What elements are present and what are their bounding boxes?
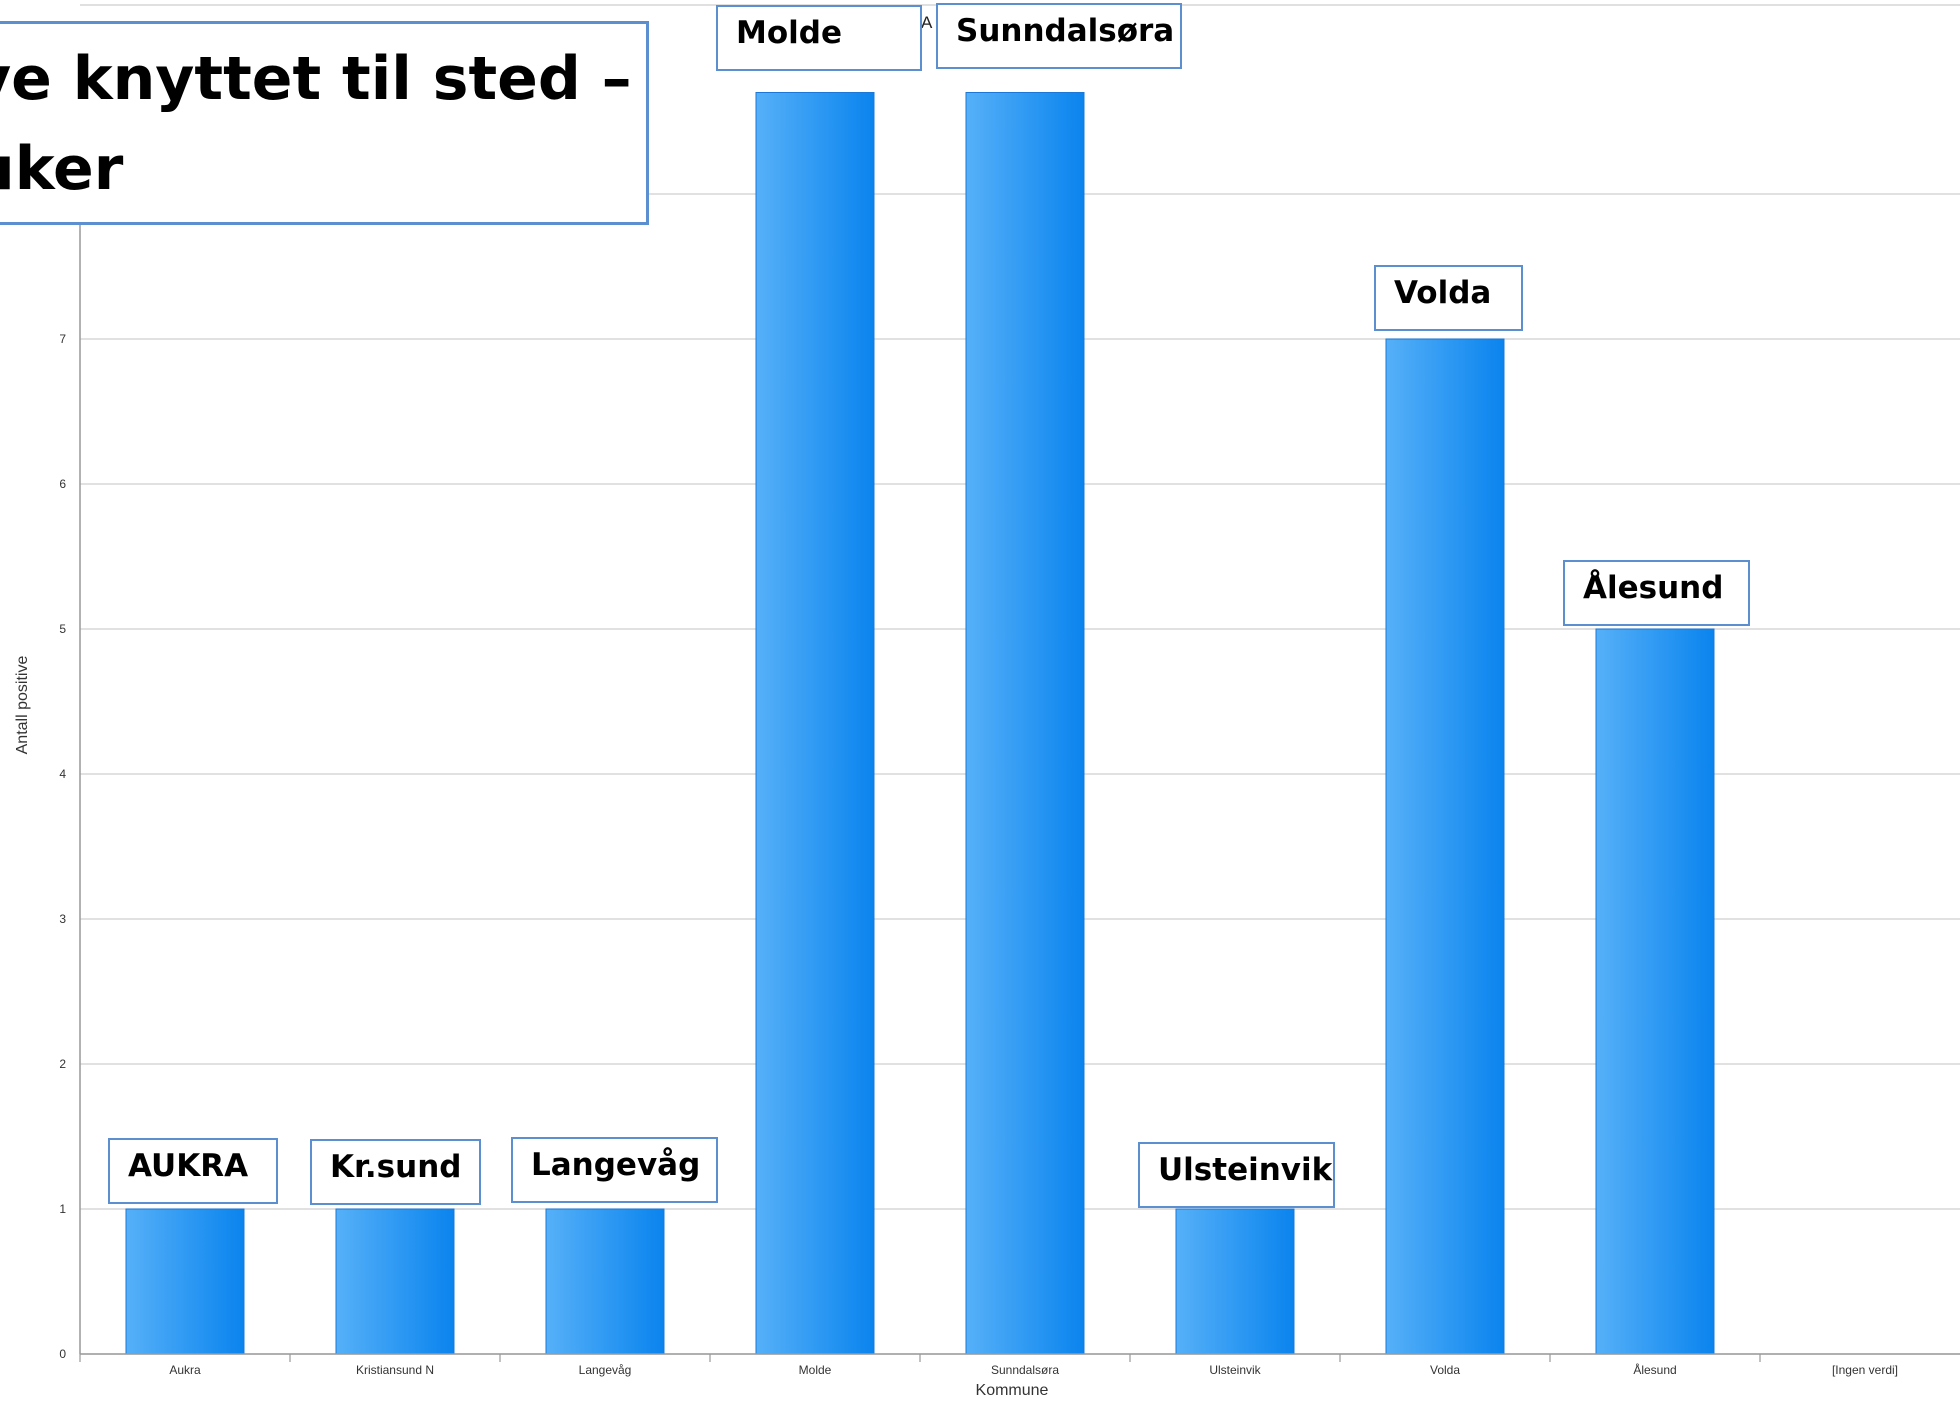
y-tick-label: 0: [59, 1347, 66, 1361]
y-tick-label: 4: [59, 767, 66, 781]
y-tick-label: 1: [59, 1202, 66, 1216]
y-tick-label: 5: [59, 622, 66, 636]
chart-title-fragment: A: [921, 13, 933, 32]
heading-line-1: ve knyttet til sted –: [0, 44, 632, 114]
bar: [335, 1208, 455, 1355]
bar: [1385, 338, 1505, 1355]
bar: [125, 1208, 245, 1355]
y-tick-label: 3: [59, 912, 66, 926]
y-tick-label: 7: [59, 332, 66, 346]
y-tick-labels: 0 1 2 3 4 5 6 7: [59, 332, 66, 1361]
callout-langevag: Langevåg: [511, 1137, 718, 1203]
y-axis-label: Antall positive: [14, 656, 31, 755]
slide-heading: ve knyttet til sted – uker: [0, 21, 649, 225]
x-tick-labels: Aukra Kristiansund N Langevåg Molde Sunndals…: [169, 1362, 1898, 1377]
callout-volda: Volda: [1374, 265, 1523, 331]
y-tick-label: 6: [59, 477, 66, 491]
bar: [965, 92, 1085, 1355]
heading-line-2: uker: [0, 134, 124, 204]
x-tick-label: Ålesund: [1633, 1362, 1676, 1377]
bar: [545, 1208, 665, 1355]
x-tick-label: Volda: [1430, 1363, 1460, 1377]
x-axis-label: Kommune: [976, 1382, 1049, 1399]
bars: [125, 92, 1715, 1355]
bar: [1595, 628, 1715, 1355]
x-tick-label: Langevåg: [579, 1363, 632, 1377]
callout-molde: Molde: [716, 5, 922, 71]
callout-alesund: Ålesund: [1563, 560, 1750, 626]
x-tick-label: [Ingen verdi]: [1832, 1363, 1898, 1377]
callout-sunndalsora: Sunndalsøra: [936, 3, 1182, 69]
x-tick-label: Ulsteinvik: [1209, 1363, 1261, 1377]
x-tick-label: Molde: [799, 1363, 832, 1377]
x-tick-label: Sunndalsøra: [991, 1363, 1059, 1377]
bar: [1175, 1208, 1295, 1355]
callout-krsund: Kr.sund: [310, 1139, 481, 1205]
y-tick-label: 2: [59, 1057, 66, 1071]
callout-aukra: AUKRA: [108, 1138, 278, 1204]
bar: [755, 92, 875, 1355]
x-tick-label: Aukra: [169, 1363, 201, 1377]
callout-ulsteinvik: Ulsteinvik: [1138, 1142, 1335, 1208]
x-tick-label: Kristiansund N: [356, 1363, 434, 1377]
